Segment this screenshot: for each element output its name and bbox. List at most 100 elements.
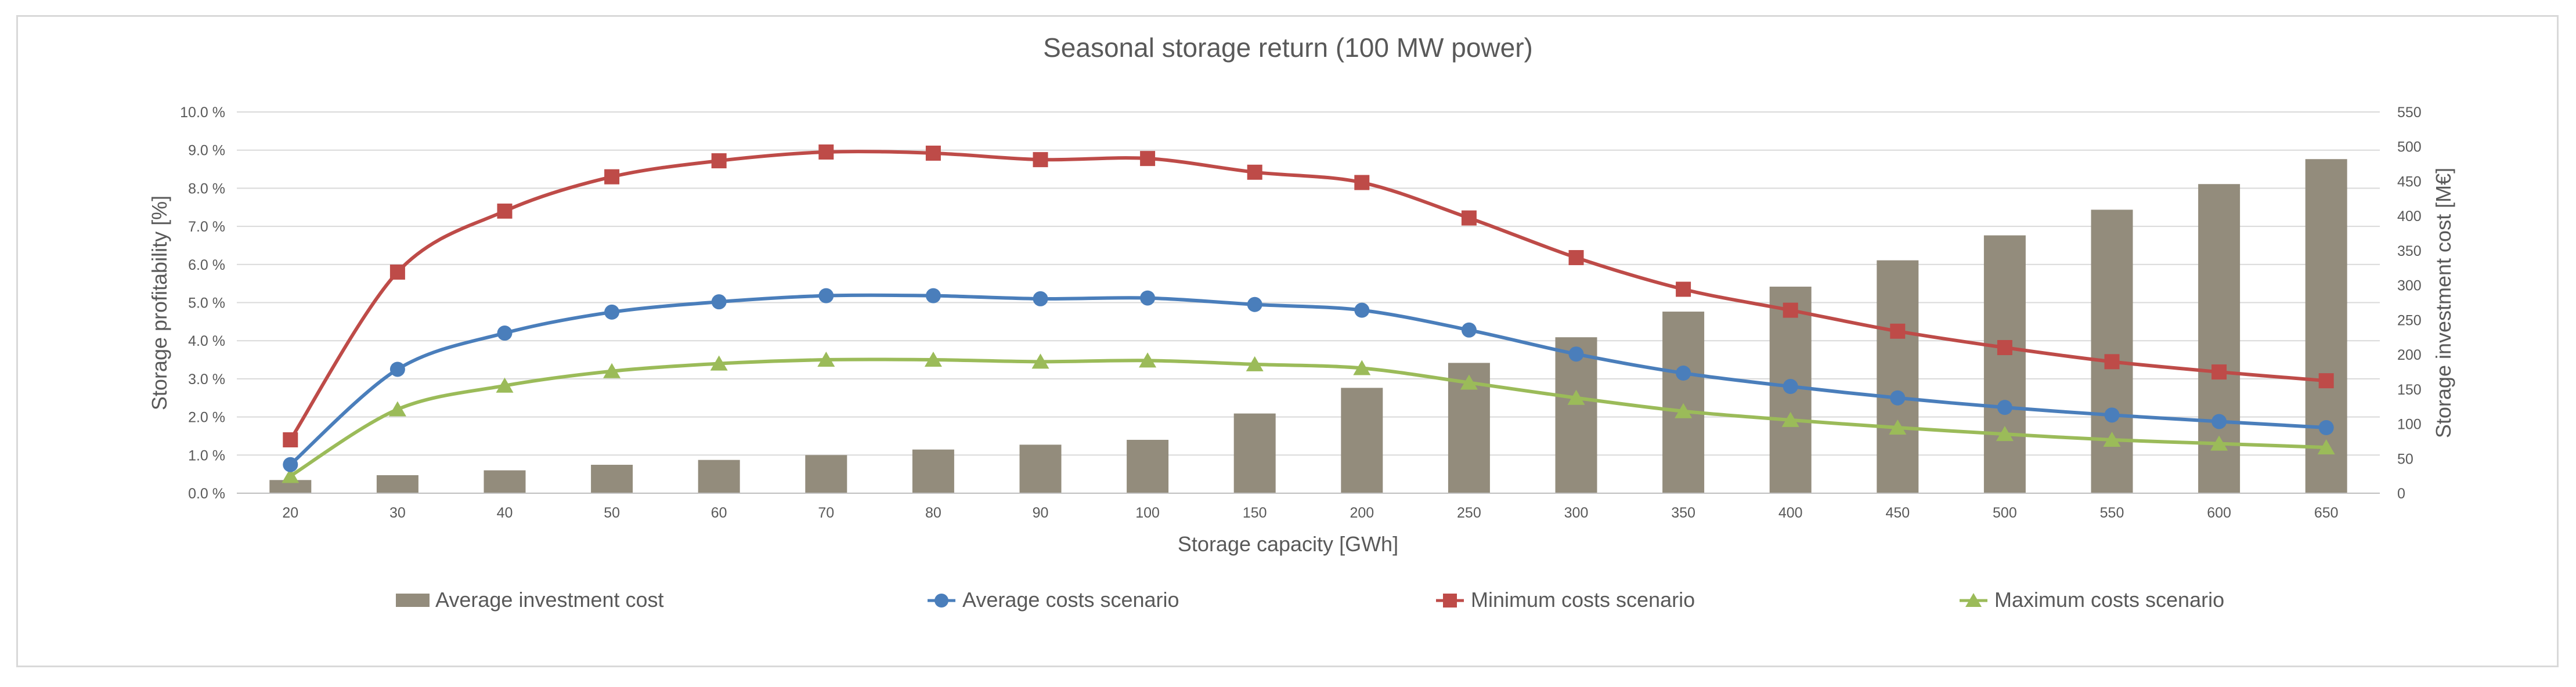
right-tick-label: 250 — [2397, 312, 2422, 328]
point-maximum-costs — [1781, 411, 1799, 427]
x-tick-label: 400 — [1778, 505, 1803, 521]
point-average-costs — [283, 457, 298, 472]
bar-investment-cost — [484, 470, 526, 493]
x-tick-label: 80 — [925, 505, 941, 521]
bar-investment-cost — [269, 480, 312, 493]
bar-investment-cost — [698, 460, 740, 493]
left-tick-label: 10.0 % — [180, 104, 225, 121]
right-tick-label: 0 — [2397, 486, 2405, 502]
point-average-costs — [2318, 420, 2334, 435]
point-minimum-costs — [818, 144, 834, 160]
right-tick-label: 350 — [2397, 243, 2422, 259]
point-maximum-costs — [924, 352, 942, 367]
point-average-costs — [1997, 400, 2012, 415]
right-tick-label: 300 — [2397, 278, 2422, 294]
left-tick-label: 0.0 % — [188, 486, 225, 502]
left-tick-label: 7.0 % — [188, 219, 225, 235]
point-maximum-costs — [2210, 435, 2228, 451]
x-axis-ticks: 20 30 40 50 60 70 80 90 100 150 200 250 300 350 400 450… — [237, 493, 2380, 521]
line-series — [282, 144, 2335, 483]
legend-marker-minimum — [1443, 594, 1457, 608]
point-minimum-costs — [2104, 354, 2120, 370]
point-minimum-costs — [1033, 152, 1048, 168]
x-tick-label: 60 — [711, 505, 727, 521]
left-tick-label: 1.0 % — [188, 447, 225, 464]
point-average-costs — [711, 294, 727, 310]
bar-investment-cost — [1555, 337, 1597, 493]
point-average-costs — [1890, 390, 1906, 406]
left-axis-title: Storage profitability [%] — [147, 196, 171, 410]
x-tick-label: 550 — [2100, 505, 2124, 521]
left-tick-label: 9.0 % — [188, 143, 225, 159]
bar-investment-cost — [1983, 235, 2026, 493]
point-minimum-costs — [1676, 281, 1691, 297]
x-tick-label: 650 — [2314, 505, 2339, 521]
legend-marker-average — [935, 594, 948, 608]
right-tick-label: 500 — [2397, 139, 2422, 156]
point-average-costs — [1461, 322, 1477, 338]
point-average-costs — [389, 361, 405, 377]
point-minimum-costs — [1890, 323, 1906, 339]
bar-investment-cost — [912, 449, 954, 493]
bar-investment-cost — [376, 475, 418, 493]
point-maximum-costs — [710, 355, 728, 371]
point-average-costs — [1247, 297, 1262, 312]
point-maximum-costs — [1139, 352, 1157, 368]
bar-investment-cost — [2305, 159, 2347, 493]
x-axis-title: Storage capacity [GWh] — [1178, 532, 1398, 556]
left-tick-label: 5.0 % — [188, 295, 225, 312]
point-minimum-costs — [1997, 340, 2012, 356]
point-maximum-costs — [1246, 356, 1264, 371]
bar-investment-cost — [1662, 312, 1705, 493]
x-tick-label: 450 — [1885, 505, 1910, 521]
point-average-costs — [1354, 302, 1370, 318]
bar-investment-cost — [1341, 388, 1383, 493]
point-minimum-costs — [1354, 175, 1370, 190]
point-minimum-costs — [604, 169, 620, 185]
point-maximum-costs — [388, 401, 406, 417]
point-maximum-costs — [1353, 360, 1371, 375]
right-axis-ticks: 0 50 100 150 200 250 300 350 400 450 500 550 — [2397, 104, 2422, 502]
point-maximum-costs — [2317, 439, 2335, 455]
point-maximum-costs — [817, 352, 835, 367]
bar-investment-cost — [1877, 260, 1919, 493]
x-tick-label: 150 — [1243, 505, 1267, 521]
point-maximum-costs — [1031, 353, 1049, 369]
left-tick-label: 2.0 % — [188, 410, 225, 426]
legend-swatch-investment-cost — [396, 594, 430, 607]
x-tick-label: 250 — [1457, 505, 1481, 521]
point-average-costs — [604, 304, 620, 320]
point-maximum-costs — [603, 363, 621, 378]
right-tick-label: 450 — [2397, 173, 2422, 190]
chart-title: Seasonal storage return (100 MW power) — [1043, 32, 1533, 63]
point-minimum-costs — [1461, 210, 1477, 226]
right-tick-label: 200 — [2397, 347, 2422, 363]
x-tick-label: 100 — [1135, 505, 1160, 521]
right-tick-label: 50 — [2397, 451, 2413, 467]
point-average-costs — [497, 326, 513, 341]
point-minimum-costs — [1783, 302, 1798, 318]
point-maximum-costs — [1460, 374, 1478, 390]
bar-investment-cost — [1019, 444, 1062, 493]
line-minimum-costs — [288, 150, 2326, 441]
right-tick-label: 100 — [2397, 417, 2422, 433]
point-maximum-costs — [1996, 426, 2014, 442]
point-minimum-costs — [711, 153, 727, 169]
point-average-costs — [818, 288, 834, 303]
x-tick-label: 200 — [1350, 505, 1374, 521]
point-maximum-costs — [496, 377, 514, 393]
point-minimum-costs — [497, 203, 513, 219]
right-tick-label: 550 — [2397, 104, 2422, 121]
point-average-costs — [925, 288, 941, 303]
point-minimum-costs — [283, 432, 298, 448]
right-tick-label: 400 — [2397, 208, 2422, 225]
point-minimum-costs — [1247, 164, 1262, 180]
legend-label-investment-cost: Average investment cost — [435, 588, 664, 612]
point-maximum-costs — [1675, 403, 1693, 418]
point-minimum-costs — [925, 145, 941, 161]
line-maximum-costs — [289, 357, 2326, 478]
point-minimum-costs — [1140, 151, 1156, 167]
right-tick-label: 150 — [2397, 382, 2422, 398]
x-tick-label: 300 — [1564, 505, 1589, 521]
left-tick-label: 3.0 % — [188, 371, 225, 388]
